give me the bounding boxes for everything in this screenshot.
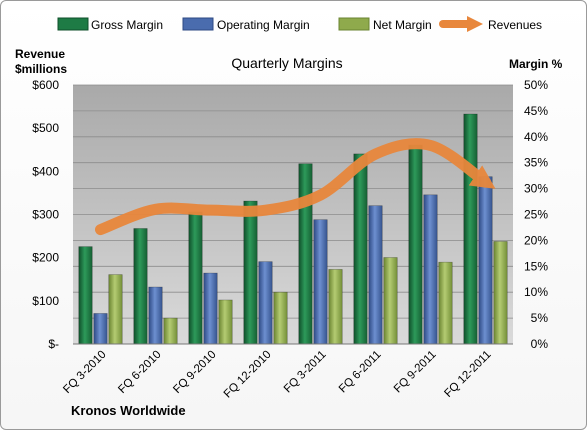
legend-label-gross-margin: Gross Margin <box>91 18 163 32</box>
category-label: FQ 3-2011 <box>282 349 329 396</box>
chart-title: Quarterly Margins <box>231 55 342 71</box>
left-tick-label: $300 <box>32 208 59 222</box>
bar-gross-margin-fq-3-2010 <box>78 246 93 345</box>
bar-net-margin-fq-12-2011 <box>493 241 508 345</box>
legend-label-revenues: Revenues <box>488 18 542 32</box>
right-tick-label: 50% <box>524 78 548 92</box>
bar-gross-margin-fq-12-2010 <box>243 200 258 345</box>
revenues-line <box>95 138 496 236</box>
left-tick-label: $- <box>48 337 59 351</box>
bar-net-margin-fq-6-2011 <box>383 257 398 345</box>
bar-operating-margin-fq-3-2010 <box>93 313 108 345</box>
category-label: FQ 9-2010 <box>171 349 218 396</box>
legend-swatch-gross-margin <box>57 17 89 31</box>
legend-label-operating-margin: Operating Margin <box>217 18 310 32</box>
right-tick-label: 35% <box>524 156 548 170</box>
left-tick-label: $400 <box>32 164 59 178</box>
bar-net-margin-fq-9-2011 <box>438 261 453 345</box>
right-tick-label: 40% <box>524 130 548 144</box>
legend-label-net-margin: Net Margin <box>373 18 432 32</box>
right-tick-label: 30% <box>524 182 548 196</box>
left-axis-title-line1: Revenue <box>15 47 65 61</box>
category-label: FQ 12-2011 <box>442 349 493 400</box>
bar-net-margin-fq-12-2010 <box>273 291 288 345</box>
legend-arrow-revenues <box>467 16 483 32</box>
left-tick-label: $500 <box>32 121 59 135</box>
right-tick-label: 25% <box>524 208 548 222</box>
bar-gross-margin-fq-9-2011 <box>408 144 423 345</box>
legend-swatch-net-margin <box>338 17 370 31</box>
category-labels: FQ 3-2010 FQ 6-2010 FQ 9-2010 FQ 12-2010 FQ … <box>61 349 493 401</box>
right-axis-title: Margin % <box>509 57 563 71</box>
bar-operating-margin-fq-9-2011 <box>423 194 438 345</box>
bar-operating-margin-fq-6-2011 <box>368 205 383 345</box>
bar-operating-margin-fq-12-2011 <box>478 176 493 345</box>
bar-gross-margin-fq-9-2010 <box>188 211 203 345</box>
bar-gross-margin-fq-6-2010 <box>133 228 148 345</box>
right-tick-label: 45% <box>524 104 548 118</box>
left-axis-title-line2: $millions <box>15 62 67 76</box>
left-tick-label: $100 <box>32 294 59 308</box>
bar-gross-margin-fq-3-2011 <box>298 163 313 345</box>
footer-company-name: Kronos Worldwide <box>71 403 186 418</box>
right-tick-label: 5% <box>531 311 549 325</box>
bar-net-margin-fq-3-2011 <box>328 269 343 345</box>
bar-net-margin-fq-3-2010 <box>108 274 123 345</box>
bar-gross-margin-fq-6-2011 <box>353 153 368 345</box>
revenue-line-layer <box>95 138 496 236</box>
bar-net-margin-fq-9-2010 <box>218 299 233 345</box>
right-tick-label: 15% <box>524 259 548 273</box>
left-axis-ticks: $- $100 $200 $300 $400 $500 $600 <box>32 78 59 351</box>
category-label: FQ 9-2011 <box>392 349 439 396</box>
category-label: FQ 3-2010 <box>61 349 108 396</box>
category-label: FQ 6-2011 <box>337 349 384 396</box>
bar-operating-margin-fq-9-2010 <box>203 272 218 345</box>
right-axis-ticks: 0% 5% 10% 15% 20% 25% 30% 35% 40% 45% 50% <box>524 78 548 351</box>
category-label: FQ 12-2010 <box>222 349 274 401</box>
left-tick-label: $200 <box>32 251 59 265</box>
legend-swatch-operating-margin <box>182 17 214 31</box>
left-tick-label: $600 <box>32 78 59 92</box>
legend: Gross Margin Operating Margin Net Margin… <box>57 16 542 32</box>
bar-operating-margin-fq-6-2010 <box>148 286 163 345</box>
bar-net-margin-fq-6-2010 <box>163 317 178 345</box>
right-tick-label: 0% <box>531 337 549 351</box>
category-label: FQ 6-2010 <box>116 349 163 396</box>
right-tick-label: 20% <box>524 233 548 247</box>
bar-operating-margin-fq-3-2011 <box>313 219 328 345</box>
bar-gross-margin-fq-12-2011 <box>463 113 478 345</box>
bar-operating-margin-fq-12-2010 <box>258 261 273 345</box>
right-tick-label: 10% <box>524 285 548 299</box>
